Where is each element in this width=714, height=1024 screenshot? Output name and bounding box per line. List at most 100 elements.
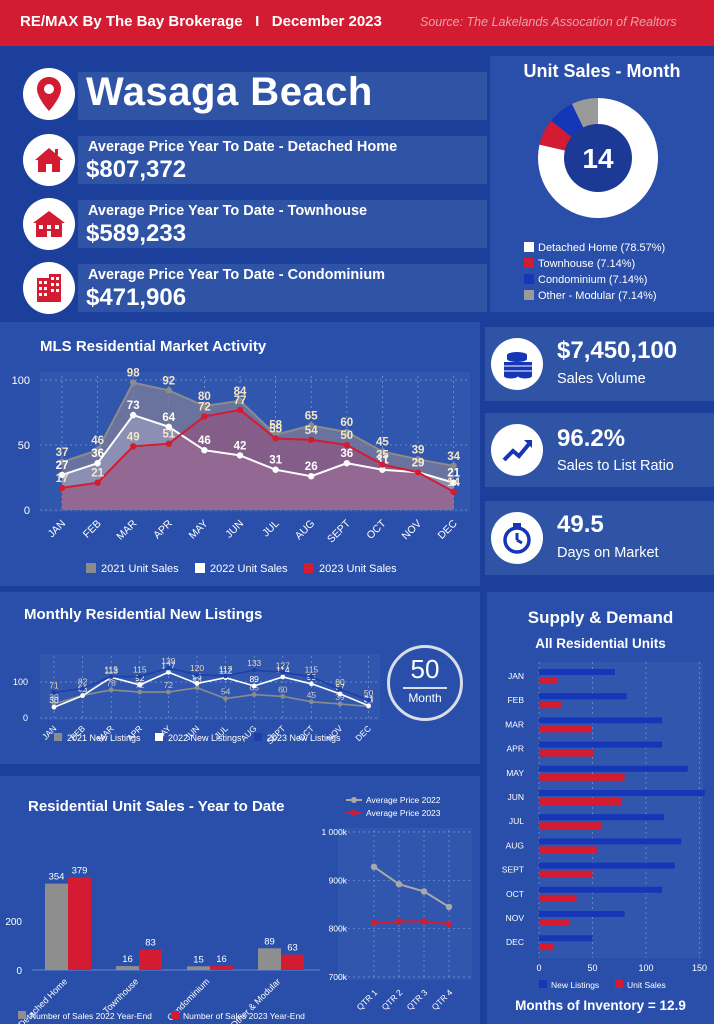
listings-series-2023-data-label: 139 — [161, 656, 175, 666]
mls-series-2021-data-label: 84 — [234, 386, 247, 398]
listings-series-2023-data-label: 115 — [305, 665, 319, 675]
mls-series-2023-data-label: 77 — [234, 395, 247, 407]
donut-legend-other: Other - Modular (7.14%) — [524, 290, 665, 302]
mls-title: MLS Residential Market Activity — [40, 338, 267, 355]
header-bar: RE/MAX By The Bay Brokerage I December 2… — [0, 0, 714, 46]
mls-series-2021-point — [343, 428, 350, 436]
ytd-ytick-label: 200 — [5, 917, 22, 928]
mls-xtick-label: AUG — [293, 518, 318, 543]
listings-series-2022-point — [366, 703, 371, 709]
listings-series-2023-point — [108, 674, 114, 679]
listings-series-2022-point — [251, 683, 257, 689]
supply-bar-sales — [539, 943, 554, 951]
ytd-bar-2023 — [210, 966, 233, 970]
mls-xtick-label: SEPT — [325, 517, 353, 545]
mls-series-2023-area — [62, 409, 454, 510]
mls-series-2023-point — [130, 443, 137, 450]
listings-series-2021-data-label: 72 — [164, 680, 174, 690]
listings-series-2023-data-label: 80 — [335, 677, 345, 687]
listings-series-2023-point — [166, 665, 171, 671]
mls-series-2023-data-label: 21 — [91, 468, 104, 480]
price-xtick-label: QTR 4 — [430, 987, 455, 1012]
mls-legend-swatch — [195, 563, 205, 573]
mls-series-2022-data-label: 36 — [91, 448, 104, 460]
listings-series-2023-data-label: 127 — [276, 660, 290, 670]
mls-xtick-label: MAY — [186, 518, 210, 542]
listings-title: Monthly Residential New Listings — [24, 606, 263, 623]
listings-series-2021-data-label: 54 — [221, 687, 231, 697]
location-pin-icon — [23, 68, 75, 120]
price-xtick-label: QTR 3 — [405, 987, 430, 1012]
supply-ytick-label: APR — [507, 744, 524, 754]
report-date: December 2023 — [271, 13, 382, 30]
town-panel: Wasaga Beach Average Price Year To Date … — [0, 56, 487, 314]
listings-panel: Monthly Residential New Listings 0 100 39 6… — [0, 592, 480, 764]
ytd-bar-2023 — [139, 949, 162, 970]
supply-bar-listings — [539, 814, 665, 821]
donut-legend-condo: Condominium (7.14%) — [524, 274, 665, 286]
listings-series-2023-line — [53, 667, 369, 701]
mls-series-2021-data-label: 37 — [56, 447, 69, 459]
mls-xtick-label: JAN — [46, 518, 69, 541]
price-series-2022-point — [370, 863, 378, 870]
supply-ytick-label: JUL — [509, 816, 524, 826]
mls-series-2023-point — [201, 413, 208, 420]
supply-ytick-label: SEPT — [502, 865, 524, 875]
town-name: Wasaga Beach — [86, 70, 373, 114]
price-plot-area — [338, 828, 472, 980]
ytd-bar-2023-data-label: 83 — [145, 938, 156, 949]
mls-series-2021-point — [414, 456, 422, 463]
supply-bar-sales — [539, 725, 592, 733]
town-title-bar — [78, 72, 487, 120]
mls-series-2023-point — [450, 488, 457, 495]
listings-legend-label: 2023 New Listings — [267, 733, 341, 743]
ytd-bar-2022 — [116, 966, 139, 970]
house-icon — [23, 134, 75, 186]
listings-series-2023-point — [51, 690, 57, 695]
price-ytick-label: 900k — [329, 875, 348, 885]
ytd-bar-2022-data-label: 89 — [264, 936, 275, 947]
supply-bar-listings — [539, 765, 688, 772]
mls-series-2022-data-label: 26 — [305, 461, 318, 473]
listings-series-2021-point — [309, 699, 314, 705]
price-series-2023-line — [373, 920, 450, 925]
stat-label: Sales to List Ratio — [557, 458, 674, 474]
ytd-legend-label: Number of Sales 2022 Year-End — [30, 1011, 152, 1021]
listings-series-2023-point — [223, 673, 229, 679]
mls-legend-label: 2022 Unit Sales — [210, 563, 288, 575]
mls-series-2022-point — [450, 479, 457, 486]
price-legend-marker — [351, 810, 357, 816]
mls-series-2022-data-label: 31 — [269, 455, 282, 467]
stat-value: 96.2% — [557, 425, 626, 452]
supply-bar-sales — [539, 870, 593, 878]
supply-ytick-label: NOV — [506, 913, 525, 923]
supply-ytick-label: AUG — [506, 840, 524, 850]
mls-series-2021-data-label: 98 — [127, 368, 140, 380]
listings-series-2021-point — [108, 687, 114, 693]
supply-ytick-label: MAR — [505, 719, 524, 729]
price-series-2022-line — [373, 865, 450, 908]
mls-series-2023-line — [61, 408, 455, 493]
mls-series-2021-point — [379, 448, 386, 455]
mls-series-2022-data-label: 73 — [127, 400, 140, 412]
mls-series-2021-point — [201, 402, 208, 410]
listings-series-2022-data-label: 112 — [219, 666, 233, 676]
mls-xtick-label: JUN — [223, 518, 246, 541]
unit-sales-donut: 14 — [538, 98, 658, 218]
mls-series-2022-point — [236, 452, 244, 459]
price-legend-marker — [351, 797, 357, 803]
price-ytick-label: 700k — [329, 972, 348, 982]
supply-plot-area — [539, 662, 703, 958]
listings-month-badge: 50 Month — [387, 645, 463, 721]
listings-series-2023-data-label: 115 — [104, 665, 118, 675]
mls-xtick-label: NOV — [400, 518, 425, 543]
donut-legend-detached: Detached Home (78.57%) — [524, 242, 665, 254]
mls-legend-swatch — [86, 563, 96, 573]
ytd-bar-2023-data-label: 16 — [216, 954, 227, 965]
source-note: Source: The Lakelands Assocation of Real… — [420, 15, 677, 29]
supply-ytick-label: JAN — [508, 671, 524, 681]
ytd-title: Residential Unit Sales - Year to Date — [28, 798, 285, 815]
listings-series-2021-point — [223, 696, 229, 701]
ytd-bar-2023 — [68, 877, 91, 970]
